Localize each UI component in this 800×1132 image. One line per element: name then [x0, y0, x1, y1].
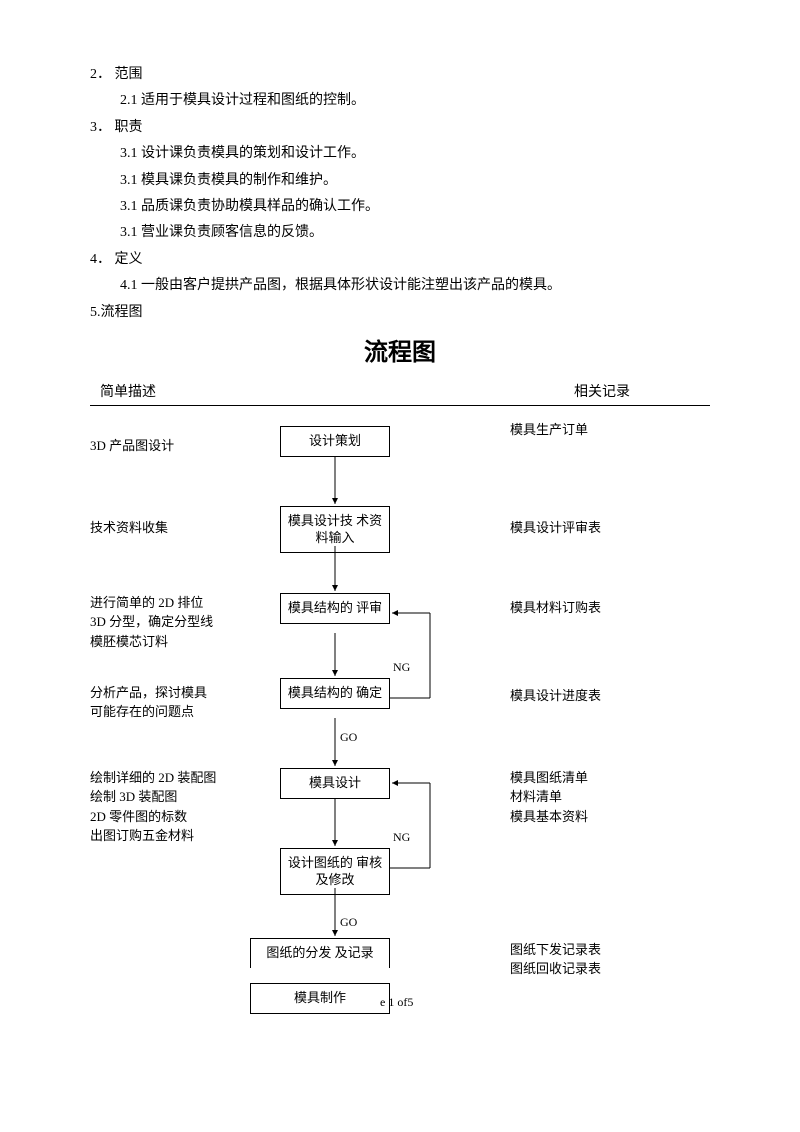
- record-7: 图纸下发记录表 图纸回收记录表: [510, 940, 601, 979]
- label-ng1: NG: [393, 658, 410, 677]
- sec2-num: 2．: [90, 67, 111, 82]
- desc-2: 技术资料收集: [90, 518, 168, 538]
- desc-4: 分析产品，探讨模具 可能存在的问题点: [90, 683, 207, 722]
- record-2: 模具设计评审表: [510, 518, 601, 538]
- section-3: 3． 职责: [90, 117, 710, 139]
- sec3-3: 3.1 品质课负责协助模具样品的确认工作。: [90, 196, 710, 218]
- label-go2: GO: [340, 913, 357, 932]
- record-3: 模具材料订购表: [510, 598, 601, 618]
- record-5: 模具图纸清单 材料清单 模具基本资料: [510, 768, 588, 827]
- node-distribute: 图纸的分发 及记录: [250, 938, 390, 968]
- flowchart-area: 3D 产品图设计 技术资料收集 进行简单的 2D 排位 3D 分型，确定分型线 …: [90, 418, 710, 1038]
- section-4: 4． 定义: [90, 249, 710, 271]
- desc-3: 进行简单的 2D 排位 3D 分型，确定分型线 模胚模芯订料: [90, 593, 213, 652]
- flowchart-title: 流程图: [90, 334, 710, 372]
- sec3-4: 3.1 营业课负责顾客信息的反馈。: [90, 222, 710, 244]
- sec3-title: 职责: [115, 120, 143, 135]
- node-struct-confirm: 模具结构的 确定: [280, 678, 390, 709]
- header-record: 相关记录: [574, 382, 630, 404]
- sec3-2: 3.1 模具课负责模具的制作和维护。: [90, 170, 710, 192]
- sec2-1: 2.1 适用于模具设计过程和图纸的控制。: [90, 90, 710, 112]
- node-drawing-review: 设计图纸的 审核及修改: [280, 848, 390, 896]
- flowchart-connectors: [90, 418, 710, 1038]
- node-make: 模具制作: [250, 983, 390, 1014]
- label-go1: GO: [340, 728, 357, 747]
- node-struct-review: 模具结构的 评审: [280, 593, 390, 624]
- sec3-1: 3.1 设计课负责模具的策划和设计工作。: [90, 143, 710, 165]
- record-1: 模具生产订单: [510, 420, 588, 440]
- page-footer: e 1 of5: [380, 993, 413, 1012]
- node-plan: 设计策划: [280, 426, 390, 457]
- sec4-num: 4．: [90, 252, 111, 267]
- column-headers: 简单描述 相关记录: [90, 382, 710, 405]
- sec4-1: 4.1 一般由客户提拱产品图，根据具体形状设计能注塑出该产品的模具。: [90, 275, 710, 297]
- sec3-num: 3．: [90, 120, 111, 135]
- header-desc: 简单描述: [100, 382, 156, 404]
- sec4-title: 定义: [115, 252, 143, 267]
- desc-5: 绘制详细的 2D 装配图 绘制 3D 装配图 2D 零件图的标数 出图订购五金材…: [90, 768, 216, 846]
- sec2-title: 范围: [115, 67, 143, 82]
- node-design: 模具设计: [280, 768, 390, 799]
- desc-1: 3D 产品图设计: [90, 436, 174, 456]
- label-ng2: NG: [393, 828, 410, 847]
- section-2: 2． 范围: [90, 64, 710, 86]
- record-4: 模具设计进度表: [510, 686, 601, 706]
- node-tech-input: 模具设计技 术资料输入: [280, 506, 390, 554]
- sec5: 5.流程图: [90, 302, 710, 324]
